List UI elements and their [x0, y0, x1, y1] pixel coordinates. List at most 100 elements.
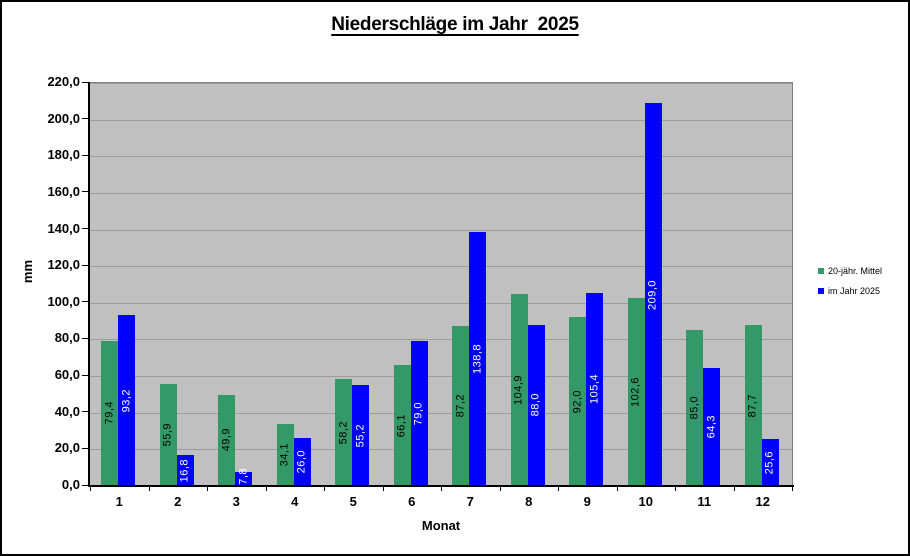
- x-axis-title: Monat: [421, 518, 461, 533]
- y-axis-tick-label: 120,0: [47, 257, 80, 273]
- bar-data-label: 55,9: [161, 422, 174, 447]
- chart-title: Niederschläge im Jahr 2025: [331, 14, 579, 35]
- bar-data-label: 138,8: [471, 343, 483, 374]
- gridline: [90, 156, 792, 158]
- y-axis-tick-mark: [82, 154, 88, 156]
- bar-series1-month-7: 87,2: [452, 326, 469, 486]
- bar-series1-month-2: 55,9: [159, 383, 177, 486]
- bar-data-label: 93,2: [120, 388, 132, 413]
- x-axis-tick-label: 10: [638, 494, 653, 509]
- y-axis-tick-label: 80,0: [54, 330, 80, 346]
- gridline: [90, 192, 792, 194]
- x-axis-tick-label: 7: [466, 494, 474, 509]
- gridline: [90, 449, 792, 451]
- legend-item-series1: 20-jähr. Mittel: [818, 266, 882, 276]
- x-axis-tick-mark: [499, 487, 501, 491]
- bar-data-label: 87,2: [454, 394, 466, 418]
- bar-series1-month-11: 85,0: [686, 330, 703, 486]
- bar-series1-month-10: 102,6: [627, 298, 645, 486]
- legend-swatch-icon: [818, 288, 824, 294]
- legend-swatch-icon: [818, 268, 824, 274]
- bar-series1-month-4: 34,1: [276, 423, 294, 486]
- gridline: [90, 302, 792, 304]
- y-axis-tick-label: 220,0: [47, 74, 80, 89]
- bar-data-label: 102,6: [629, 377, 642, 408]
- x-axis-tick-mark: [207, 487, 208, 491]
- legend: 20-jähr. Mittel im Jahr 2025: [818, 266, 882, 306]
- legend-label: im Jahr 2025: [828, 286, 881, 296]
- bar-data-label: 92,0: [571, 389, 583, 414]
- plot-area: 79,4 55,9 49,9 34,1 58,2 66,1 87,2 104,9 92,0 102…: [90, 82, 793, 486]
- gridline: [90, 229, 792, 231]
- bar-series1-month-9: 92,0: [569, 317, 586, 486]
- bar-series2-month-8: 88,0: [527, 324, 545, 486]
- bar-data-label: 105,4: [588, 374, 600, 405]
- x-axis-tick-mark: [441, 487, 442, 491]
- y-axis-tick-mark: [82, 191, 88, 193]
- x-axis-tick-mark: [324, 487, 325, 491]
- y-axis-tick-label: 160,0: [47, 183, 80, 199]
- y-axis-tick-mark: [82, 81, 88, 83]
- bar-series1-month-1: 79,4: [101, 340, 118, 486]
- y-axis-title: mm: [20, 259, 36, 284]
- bar-data-label: 79,4: [103, 401, 115, 425]
- bar-series2-month-5: 55,2: [352, 384, 369, 486]
- bar-data-label: 87,7: [746, 393, 759, 418]
- bar-data-label: 104,9: [512, 374, 525, 405]
- y-axis-tick-label: 200,0: [47, 110, 80, 126]
- bar-series2-month-2: 16,8: [176, 455, 194, 486]
- y-axis-tick-mark: [82, 447, 88, 449]
- y-axis-tick-mark: [82, 374, 88, 376]
- y-axis-tick-mark: [82, 411, 88, 413]
- bar-data-label: 79,0: [412, 401, 425, 426]
- bar-series1-month-3: 49,9: [218, 394, 235, 486]
- y-axis-tick-label: 0,0: [61, 477, 80, 492]
- gridline: [90, 119, 792, 121]
- bar-series2-month-12: 25,6: [761, 439, 779, 486]
- x-axis-tick-label: 2: [174, 494, 182, 509]
- gridline: [90, 266, 792, 268]
- y-axis-tick-label: 20,0: [54, 440, 80, 456]
- bar-data-label: 55,2: [354, 423, 366, 447]
- x-axis-tick-label: 5: [349, 494, 357, 509]
- bar-series2-month-1: 93,2: [118, 315, 135, 486]
- bar-series1-month-12: 87,7: [744, 325, 762, 486]
- x-axis-tick-mark: [265, 487, 267, 491]
- y-axis-tick-mark: [82, 228, 88, 230]
- bar-data-label: 26,0: [295, 450, 308, 474]
- y-axis-tick-label: 180,0: [47, 147, 80, 163]
- bar-data-label: 25,6: [763, 450, 776, 475]
- y-axis-tick-mark: [82, 301, 88, 303]
- bar-series2-month-4: 26,0: [293, 438, 311, 486]
- bar-data-label: 85,0: [688, 396, 700, 420]
- x-axis-tick-mark: [616, 487, 618, 491]
- bar-data-label: 58,2: [337, 420, 349, 445]
- bar-series1-month-5: 58,2: [335, 379, 352, 486]
- gridline: [90, 376, 792, 378]
- x-axis-tick-label: 8: [525, 494, 533, 509]
- x-axis-tick-label: 11: [697, 494, 712, 509]
- x-axis-tick-mark: [792, 487, 793, 491]
- x-axis-tick-mark: [733, 487, 735, 491]
- gridline: [90, 412, 792, 414]
- gridline: [90, 339, 792, 341]
- bar-series2-month-10: 209,0: [644, 103, 662, 486]
- x-axis-tick-label: 3: [232, 494, 240, 509]
- y-axis-line: [88, 82, 90, 487]
- x-axis-tick-mark: [382, 487, 384, 491]
- y-axis-tick-mark: [82, 337, 88, 339]
- gridline: [90, 83, 792, 84]
- x-axis-tick-mark: [675, 487, 676, 491]
- x-axis-tick-label: 9: [583, 494, 591, 509]
- y-axis-tick-label: 40,0: [54, 403, 80, 419]
- x-axis-tick-mark: [148, 487, 150, 491]
- bar-data-label: 88,0: [529, 393, 542, 417]
- bar-series1-month-8: 104,9: [510, 293, 528, 486]
- y-axis-tick-mark: [82, 118, 88, 120]
- bar-series2-month-7: 138,8: [469, 231, 486, 486]
- y-axis-tick-label: 140,0: [47, 220, 80, 236]
- x-axis-tick-mark: [558, 487, 559, 491]
- bar-data-label: 49,9: [220, 428, 232, 452]
- x-axis-line: [88, 485, 794, 487]
